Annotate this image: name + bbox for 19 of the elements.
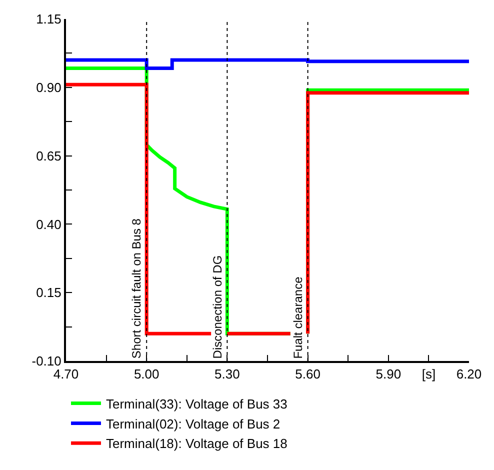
x-tick-label: 5.60 xyxy=(295,366,320,382)
legend-label: Terminal(33): Voltage of Bus 33 xyxy=(106,396,288,412)
x-tick-label: 5.30 xyxy=(214,366,240,382)
ref-line-label: Short circuit fault on Bus 8 xyxy=(130,218,144,359)
legend-label: Terminal(02): Voltage of Bus 2 xyxy=(106,416,280,432)
y-tick-label: 0.65 xyxy=(36,148,62,164)
y-tick-label: 0.40 xyxy=(36,216,62,232)
y-tick-label: 0.15 xyxy=(36,285,62,300)
y-tick-label: 0.90 xyxy=(36,80,62,95)
x-tick-label: 5.90 xyxy=(376,366,402,382)
x-tick-label: 5.00 xyxy=(134,366,160,382)
y-tick-label: -0.10 xyxy=(32,354,62,369)
y-tick-label: 1.15 xyxy=(36,12,62,27)
ref-line-label: Disconection of DG xyxy=(210,255,225,359)
legend-label: Terminal(18): Voltage of Bus 18 xyxy=(106,436,288,452)
x-tick-label: 4.70 xyxy=(53,366,79,382)
ref-line-label: Fualt clearance xyxy=(290,276,305,359)
x-tick-label: [s] xyxy=(422,366,436,382)
x-tick-label: 6.20 xyxy=(456,366,482,382)
